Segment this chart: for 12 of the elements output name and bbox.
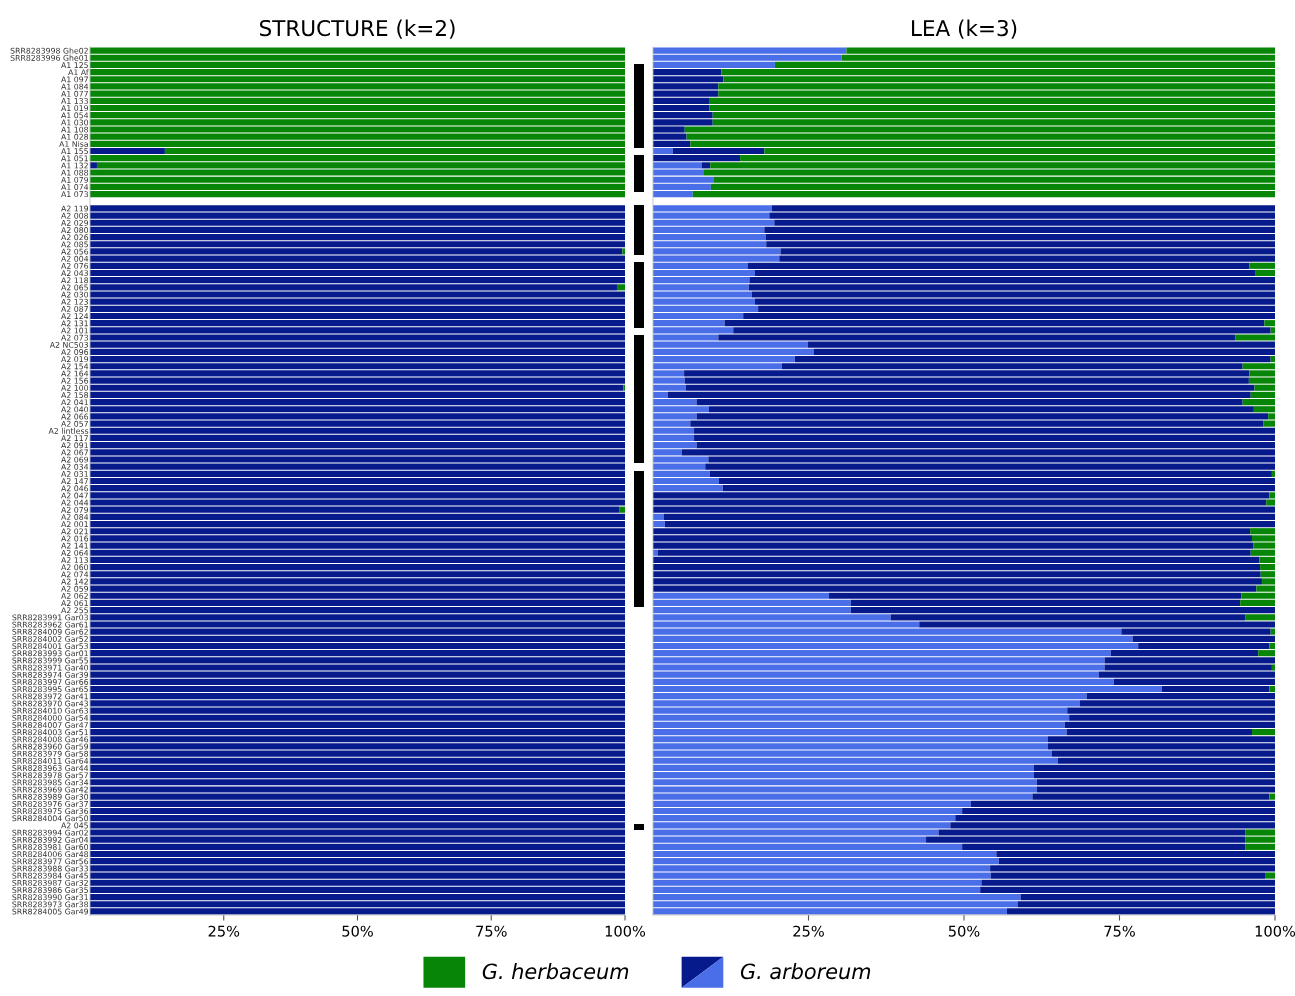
x-tick-label: 50%: [948, 925, 980, 937]
x-tick-label: 100%: [1255, 925, 1295, 937]
legend-label: G. herbaceum: [482, 963, 629, 980]
x-tick-label: 100%: [605, 925, 646, 937]
x-tick-label: 75%: [1104, 925, 1135, 937]
legend-label: G. arboreum: [740, 963, 871, 980]
chart-title: LEA (k=3): [912, 19, 1017, 39]
x-tick-label: 50%: [342, 925, 373, 937]
x-tick-label: 25%: [208, 925, 240, 937]
x-tick-label: 75%: [476, 925, 507, 937]
x-tick-label: 25%: [793, 925, 824, 937]
chart-title: STRUCTURE (k=2): [259, 19, 455, 39]
